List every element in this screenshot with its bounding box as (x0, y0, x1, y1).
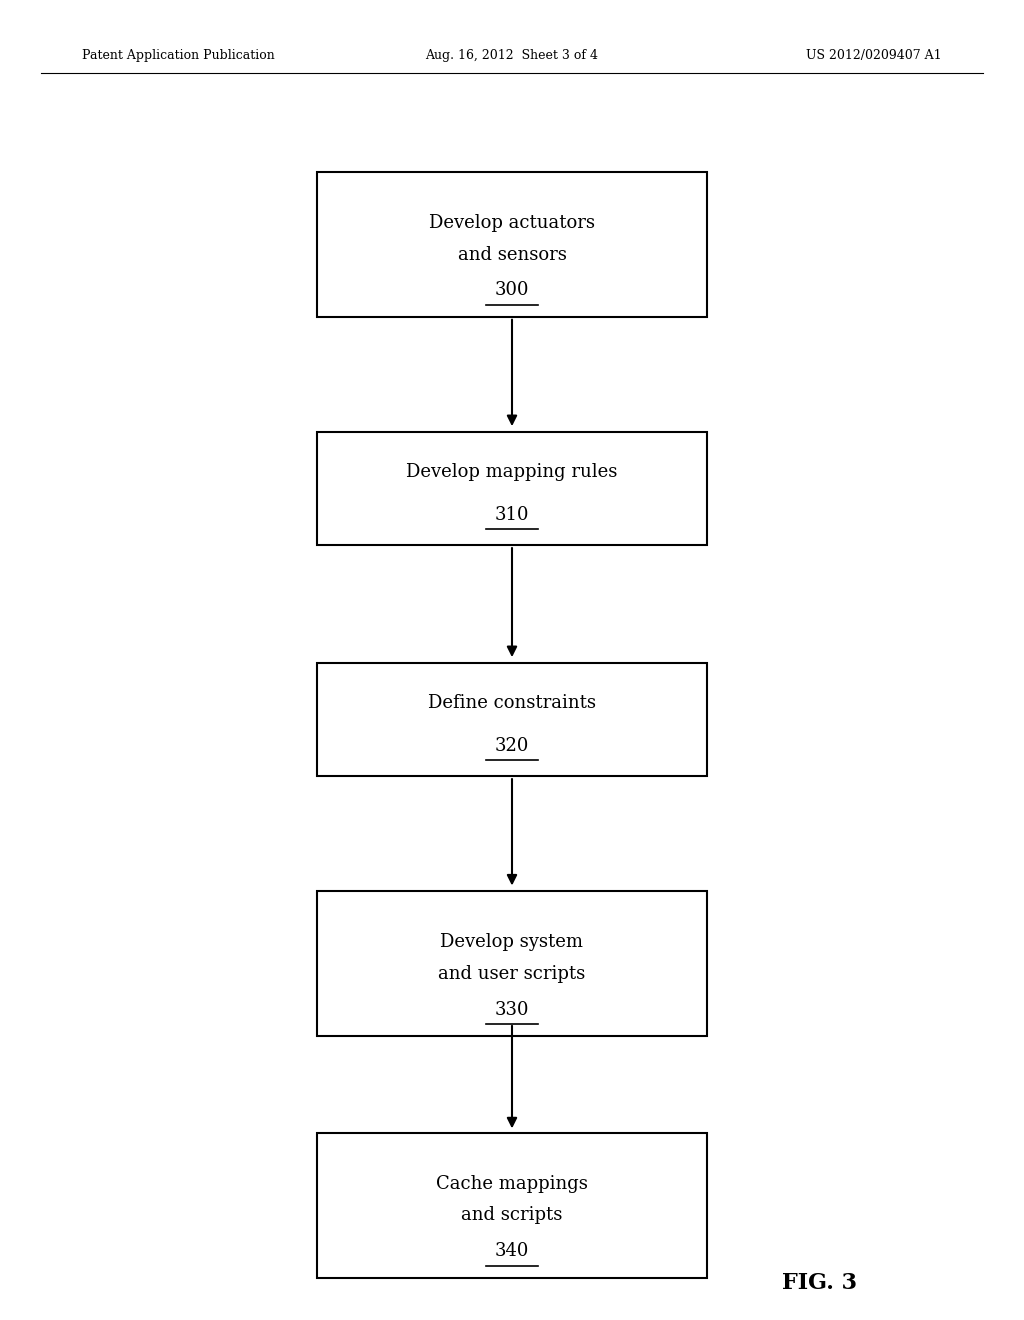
Text: US 2012/0209407 A1: US 2012/0209407 A1 (807, 49, 942, 62)
Text: Aug. 16, 2012  Sheet 3 of 4: Aug. 16, 2012 Sheet 3 of 4 (426, 49, 598, 62)
Text: Cache mappings: Cache mappings (436, 1175, 588, 1193)
Text: Develop actuators: Develop actuators (429, 214, 595, 232)
Bar (317, 1133, 707, 1278)
Text: 310: 310 (495, 506, 529, 524)
Text: 330: 330 (495, 1001, 529, 1019)
Bar (317, 172, 707, 317)
Text: FIG. 3: FIG. 3 (781, 1272, 857, 1294)
Text: and sensors: and sensors (458, 246, 566, 264)
Bar (317, 433, 707, 544)
Text: 300: 300 (495, 281, 529, 300)
Text: 320: 320 (495, 737, 529, 755)
Text: and user scripts: and user scripts (438, 965, 586, 983)
Text: 340: 340 (495, 1242, 529, 1261)
Text: Develop mapping rules: Develop mapping rules (407, 463, 617, 482)
Bar (317, 663, 707, 776)
Text: Patent Application Publication: Patent Application Publication (82, 49, 274, 62)
Text: Develop system: Develop system (440, 933, 584, 952)
Text: Define constraints: Define constraints (428, 694, 596, 713)
Text: and scripts: and scripts (462, 1206, 562, 1225)
Bar (317, 891, 707, 1036)
